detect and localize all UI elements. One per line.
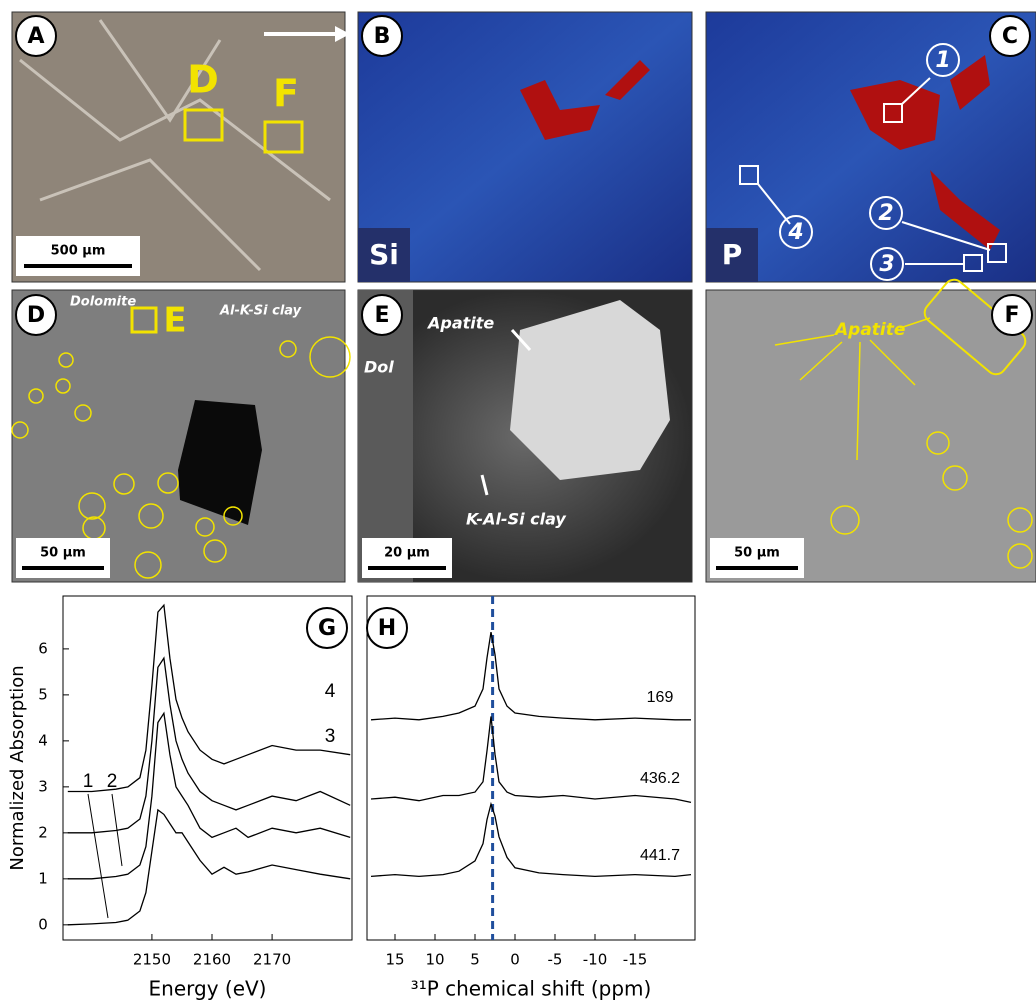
y-tick-label: 5 [38,685,48,703]
series-label: 3 [325,726,336,747]
x-tick-label: -15 [623,951,648,969]
figure: A D F 500 µm B Si C P 1 2 3 4 D Dolomite… [0,0,1036,1008]
x-tick-label: 2170 [253,951,291,969]
y-tick-label: 4 [38,731,48,749]
pointer-line [88,794,122,918]
element-label: Si [369,238,399,271]
series-label: 436.2 [640,770,680,787]
plot-frame [63,596,352,940]
panel-label: E [374,303,389,328]
spectrum [371,716,691,802]
annotation: K-Al-Si clay [466,510,566,529]
plot-frame [367,596,695,940]
scale-label: 50 µm [40,546,86,561]
annotation: E [163,301,186,341]
panel-label: C [1002,24,1018,49]
scale-label: 500 µm [51,244,106,259]
panel-label: D [27,303,45,328]
panel-label: F [1004,303,1019,328]
annotation: Al-K-Si clay [219,304,302,319]
x-tick-label: 0 [510,951,520,969]
x-tick-label: 5 [470,951,480,969]
x-tick-label: 10 [425,951,444,969]
apatite-grain [510,300,670,480]
spot-label: 4 [787,220,803,245]
annotation: Dol [364,358,394,377]
scale-label: 50 µm [734,546,780,561]
x-tick-label: -5 [548,951,563,969]
spectrum [68,810,350,925]
series-label: 169 [647,689,674,706]
panel-label: H [378,616,396,641]
annotation: Apatite [426,314,494,333]
annotation: D [187,58,219,102]
y-tick-label: 3 [38,777,48,795]
y-tick-label: 0 [38,915,48,933]
x-axis-title: Energy (eV) [149,977,267,1001]
spectrum [371,632,691,720]
spot-label: 3 [879,252,894,277]
y-tick-label: 6 [38,639,48,657]
series-label: 1 [83,771,94,792]
page: {"panels":[ {"label":"A","scale_bar":"50… [0,0,1036,1008]
scale-label: 20 µm [384,546,430,561]
element-label: P [722,238,743,271]
y-tick-label: 1 [38,869,48,887]
x-axis-title: ³¹P chemical shift (ppm) [411,977,652,1001]
spot-label: 1 [935,48,950,73]
panel-d: D Dolomite Al-K-Si clay E 50 µm [12,290,350,582]
x-tick-label: 2150 [133,951,171,969]
spectrum [68,658,350,833]
panel-c: C P 1 2 3 4 [706,12,1036,282]
annotation: Dolomite [70,295,136,310]
spectrum [371,804,691,876]
panel-a: A D F 500 µm [12,12,350,282]
panel-f: F Apatite 50 µm [706,276,1036,582]
series-label: 441.7 [640,847,680,864]
spot-label: 2 [878,201,893,226]
panel-b: B Si [358,12,692,282]
y-axis-title: Normalized Absorption [7,665,28,870]
panel-label: G [318,616,336,641]
panel-e: E Apatite Dol K-Al-Si clay 20 µm [358,290,692,582]
panel-label: A [27,24,44,49]
annotation: F [273,72,299,116]
panel-label: B [374,24,391,49]
x-tick-label: 15 [385,951,404,969]
annotation: Apatite [833,320,905,340]
y-tick-label: 2 [38,823,48,841]
x-tick-label: 2160 [193,951,231,969]
x-tick-label: -10 [583,951,608,969]
series-label: 4 [325,681,336,702]
